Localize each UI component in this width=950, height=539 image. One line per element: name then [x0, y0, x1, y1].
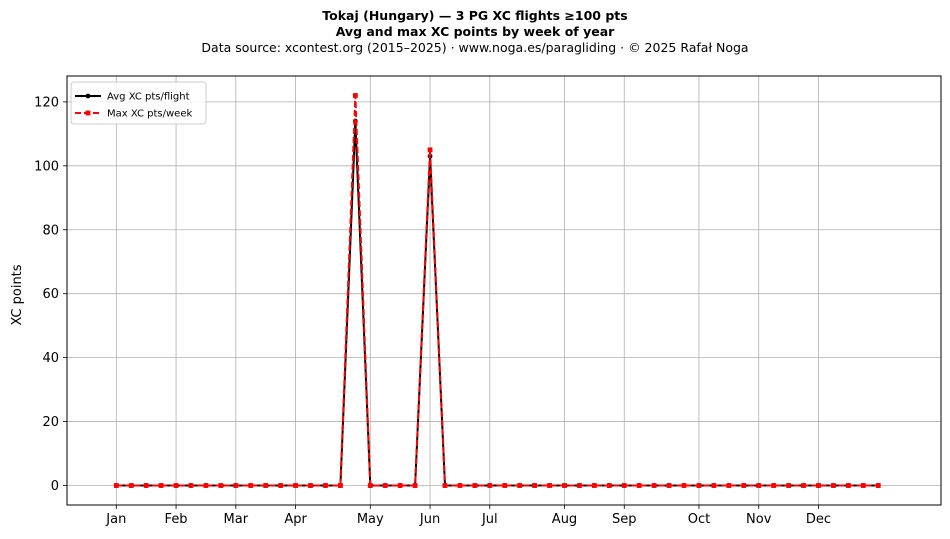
- data-point: [487, 483, 493, 488]
- legend-marker: [85, 110, 91, 116]
- data-point: [472, 483, 478, 488]
- data-point: [741, 483, 747, 488]
- plot-area-frame: [66, 75, 942, 506]
- data-point: [621, 483, 627, 488]
- data-point: [636, 483, 642, 488]
- data-point: [143, 483, 149, 488]
- y-tick-label: 100: [34, 159, 59, 174]
- legend: Avg XC pts/flight Max XC pts/week: [70, 81, 207, 125]
- data-point: [293, 483, 298, 488]
- data-point: [382, 483, 388, 488]
- data-point: [606, 483, 612, 488]
- x-tick-label: Mar: [224, 512, 249, 527]
- data-point: [158, 483, 164, 488]
- chart-title: Tokaj (Hungary) — 3 PG XC flights ≥100 p…: [322, 8, 628, 23]
- data-point: [128, 483, 134, 488]
- data-point: [502, 483, 508, 488]
- data-point: [591, 483, 597, 488]
- x-tick-label: Jan: [105, 512, 126, 527]
- data-point: [203, 483, 209, 488]
- legend-box: [70, 81, 207, 125]
- data-point: [338, 483, 343, 488]
- data-point: [711, 483, 717, 488]
- data-point: [831, 483, 836, 488]
- data-point: [248, 483, 254, 488]
- x-tick-label: Aug: [552, 512, 577, 527]
- data-point: [651, 483, 657, 488]
- data-point: [263, 483, 269, 488]
- grid-lines: [67, 76, 941, 505]
- data-point: [726, 483, 732, 488]
- x-tick-label: Dec: [806, 512, 831, 527]
- data-point: [367, 483, 373, 488]
- data-point: [323, 483, 328, 488]
- chart-titles: Tokaj (Hungary) — 3 PG XC flights ≥100 p…: [0, 8, 950, 56]
- data-point: [681, 483, 687, 488]
- data-point: [173, 483, 179, 488]
- data-point: [562, 483, 567, 488]
- data-point: [442, 483, 448, 488]
- legend-label: Avg XC pts/flight: [107, 92, 190, 103]
- data-point: [427, 147, 433, 153]
- x-tick-label: Jun: [419, 512, 440, 527]
- y-tick-label: 0: [51, 479, 59, 494]
- data-point: [233, 483, 239, 488]
- data-point: [517, 483, 523, 488]
- y-tick-label: 20: [42, 415, 59, 430]
- data-point: [577, 483, 582, 488]
- data-point: [412, 483, 418, 488]
- legend-marker: [85, 93, 91, 99]
- x-tick-label: Feb: [165, 512, 188, 527]
- series-layer: [113, 93, 881, 488]
- axis-ticks: Jan Feb Mar Apr May Jun Jul Aug Sep Oct Nov Dec 0 20 4…: [34, 95, 831, 527]
- data-point: [786, 483, 792, 488]
- data-point: [352, 93, 358, 98]
- x-tick-label: May: [357, 512, 384, 527]
- chart-subtitle: Avg and max XC points by week of year: [335, 24, 615, 39]
- data-point: [218, 483, 224, 488]
- data-point: [547, 483, 552, 488]
- x-tick-label: Oct: [688, 512, 710, 527]
- data-point: [696, 483, 702, 488]
- series-max: [113, 93, 881, 488]
- y-tick-label: 40: [42, 351, 59, 366]
- y-tick-label: 80: [42, 223, 59, 238]
- data-point: [113, 483, 119, 488]
- y-axis-label: XC points: [10, 264, 25, 325]
- data-point: [308, 483, 313, 488]
- chart-source-note: Data source: xcontest.org (2015–2025) · …: [201, 40, 749, 55]
- data-point: [666, 483, 672, 488]
- series-line: [116, 94, 879, 487]
- data-point: [278, 483, 284, 488]
- x-tick-label: Jul: [481, 512, 498, 527]
- data-point: [188, 483, 194, 488]
- x-tick-label: Sep: [612, 512, 637, 527]
- data-point: [845, 483, 851, 488]
- series-line: [116, 120, 879, 487]
- data-point: [397, 483, 403, 488]
- data-point: [771, 483, 777, 488]
- x-tick-label: Apr: [284, 512, 307, 527]
- series-avg: [113, 118, 881, 488]
- data-point: [756, 483, 762, 488]
- data-point: [860, 483, 866, 488]
- y-tick-label: 120: [34, 95, 59, 110]
- data-point: [457, 483, 463, 488]
- data-point: [816, 483, 821, 488]
- y-tick-label: 60: [42, 287, 59, 302]
- x-tick-label: Nov: [746, 512, 772, 527]
- legend-label: Max XC pts/week: [107, 109, 192, 120]
- data-point: [875, 483, 881, 488]
- data-point: [532, 483, 538, 488]
- data-point: [801, 483, 806, 488]
